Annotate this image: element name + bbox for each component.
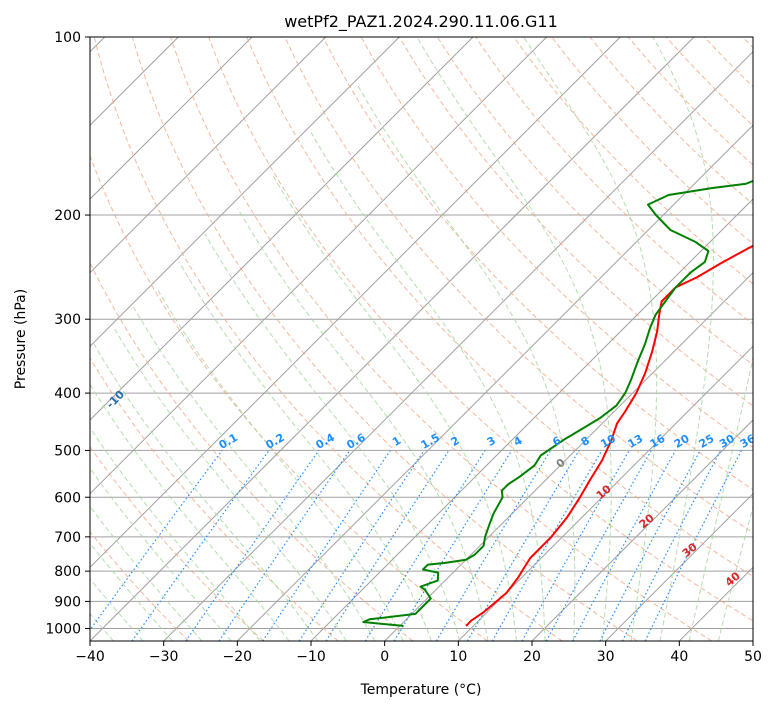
y-tick-label: 600 <box>54 490 81 506</box>
x-tick-label: 30 <box>597 649 615 665</box>
moist-adiabat-line <box>416 37 612 641</box>
x-tick-label: −20 <box>223 649 253 665</box>
moist-adiabat-line <box>90 426 261 641</box>
moist-adiabat-line <box>155 287 404 641</box>
y-axis-label: Pressure (hPa) <box>13 289 29 389</box>
moist-adiabat-line <box>90 578 144 641</box>
mixing-ratio-line <box>393 450 513 641</box>
dry-adiabat-line <box>90 530 190 641</box>
dry-adiabat-line <box>208 37 753 622</box>
y-tick-label: 1000 <box>45 621 81 637</box>
moist-adiabat-line <box>523 37 658 641</box>
mixing-ratio-line <box>521 450 630 641</box>
isotherm-line <box>163 50 753 641</box>
moist-adiabat-line <box>90 505 203 641</box>
mixing-ratio-line <box>185 450 320 641</box>
moist-adiabat-line <box>204 233 461 641</box>
plot-frame <box>89 36 754 642</box>
isotherm-line <box>90 37 327 274</box>
dry-adiabat-line <box>360 37 753 449</box>
isotherm-line <box>236 124 753 641</box>
dry-adiabat-line <box>513 37 753 285</box>
mixing-ratio-line <box>545 450 652 641</box>
y-tick-label: 700 <box>54 530 81 546</box>
isotherm-line <box>90 37 474 421</box>
moist-adiabat-line <box>90 383 290 641</box>
moist-adiabat-line <box>90 542 173 641</box>
moist-adiabat-line <box>356 83 576 641</box>
isotherm-line <box>90 37 400 348</box>
isotherm-line <box>605 492 753 641</box>
x-tick-label: −10 <box>296 649 326 665</box>
dry-adiabat-line <box>90 357 339 641</box>
dry-adiabat-line <box>131 37 638 641</box>
moist-adiabat-line <box>113 327 347 641</box>
y-tick-label: 400 <box>54 386 81 402</box>
dry-adiabat-line <box>90 154 488 641</box>
isotherm-line <box>457 345 753 641</box>
mixing-ratio-line <box>644 450 743 641</box>
moist-adiabat-line <box>717 505 753 641</box>
x-tick-label: 40 <box>670 649 688 665</box>
mixing-ratio-line <box>90 450 223 631</box>
moist-adiabat-line <box>688 355 753 641</box>
y-tick-label: 800 <box>54 564 81 580</box>
mixing-ratio-line <box>131 450 270 641</box>
moist-adiabat-line <box>132 305 376 641</box>
moist-adiabat-line <box>93 343 319 641</box>
mixing-ratio-line <box>298 450 425 641</box>
isotherm-line <box>90 37 621 569</box>
y-tick-label: 100 <box>54 30 81 46</box>
y-tick-label: 500 <box>54 443 81 459</box>
temperature-curve <box>465 244 753 627</box>
isotherm-line <box>90 37 695 641</box>
dry-adiabat-line <box>322 37 753 491</box>
chart-title: wetPf2_PAZ1.2024.290.11.06.G11 <box>284 12 558 32</box>
x-tick-label: −30 <box>149 649 179 665</box>
moist-adiabat-line <box>652 37 714 641</box>
mixing-ratio-label: 36 <box>738 432 758 451</box>
y-tick-label: 900 <box>54 594 81 610</box>
x-tick-label: −40 <box>75 649 105 665</box>
dry-adiabat-line <box>93 37 563 641</box>
isotherm-line <box>90 37 253 200</box>
mixing-ratio-line <box>262 450 391 641</box>
mixing-ratio-line <box>218 450 351 641</box>
dry-adiabat-line <box>284 37 753 534</box>
x-tick-label: 10 <box>449 649 467 665</box>
dewpoint-curve <box>362 179 753 627</box>
dry-adiabat-line <box>90 261 414 641</box>
dry-adiabat-line <box>246 37 753 577</box>
mixing-ratio-line <box>572 450 677 641</box>
dry-adiabat-line <box>90 445 264 641</box>
x-axis-label: Temperature (°C) <box>360 682 482 698</box>
isotherm-line <box>531 419 753 641</box>
isotherm-line <box>90 37 548 495</box>
mixing-ratio-line <box>325 450 450 641</box>
dry-adiabat-line <box>436 37 753 366</box>
y-tick-label: 200 <box>54 208 81 224</box>
y-tick-label: 300 <box>54 312 81 328</box>
x-tick-label: 50 <box>744 649 762 665</box>
moist-adiabat-line <box>310 132 546 641</box>
dry-adiabat-line <box>170 37 712 641</box>
x-tick-label: 20 <box>523 649 541 665</box>
x-tick-label: 0 <box>380 649 389 665</box>
